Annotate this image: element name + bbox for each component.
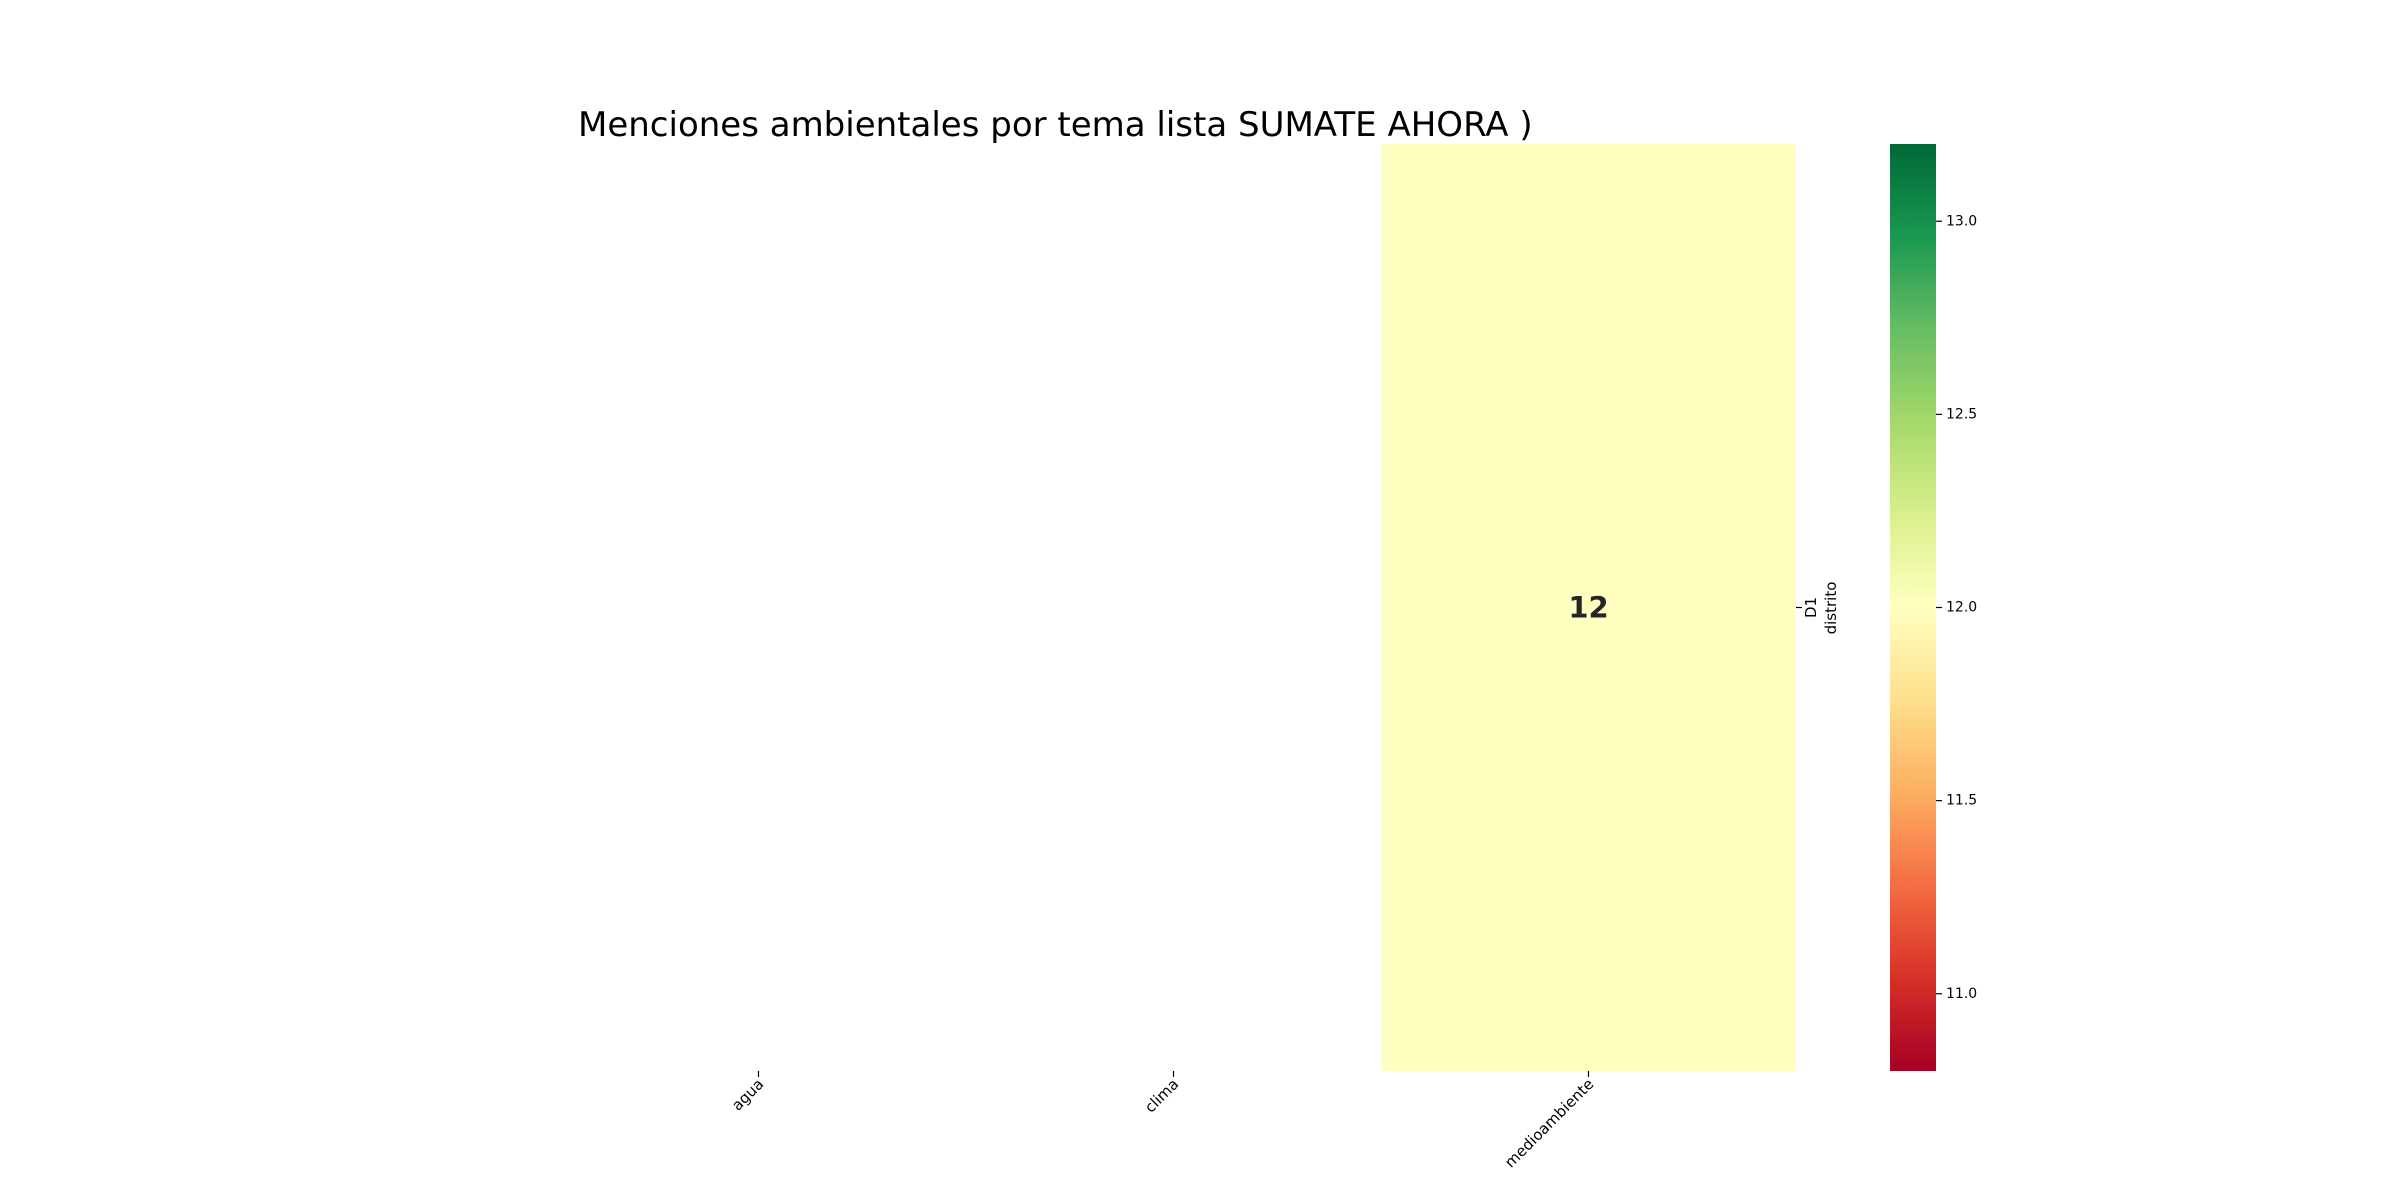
colorbar-tick-label: 11.0: [1946, 986, 1977, 1002]
x-tick-label: medioambiente: [1501, 1075, 1597, 1171]
colorbar-ticks: 11.0 11.5 12.0 12.5 13.0: [1936, 213, 1977, 1002]
x-tick-label: agua: [728, 1075, 767, 1114]
heatmap-annotations: 12: [1568, 591, 1608, 625]
cell-annotation: 12: [1568, 591, 1608, 625]
chart-title: Menciones ambientales por tema lista SUM…: [578, 105, 1533, 145]
colorbar-tick-label: 12.0: [1946, 600, 1977, 616]
colorbar-tick-label: 13.0: [1946, 213, 1977, 229]
colorbar: [1890, 144, 1936, 1071]
colorbar-tick-label: 11.5: [1946, 793, 1977, 809]
y-axis-label: distrito: [1822, 582, 1840, 635]
x-tick-label: clima: [1141, 1075, 1182, 1116]
x-axis-ticks: agua clima medioambiente: [728, 1071, 1597, 1171]
y-tick-label: D1: [1802, 597, 1820, 618]
heatmap-cell: [1381, 144, 1796, 1071]
heatmap-cells: [1381, 144, 1796, 1071]
y-axis-ticks: D1: [1796, 597, 1820, 618]
colorbar-tick-label: 12.5: [1946, 406, 1977, 422]
